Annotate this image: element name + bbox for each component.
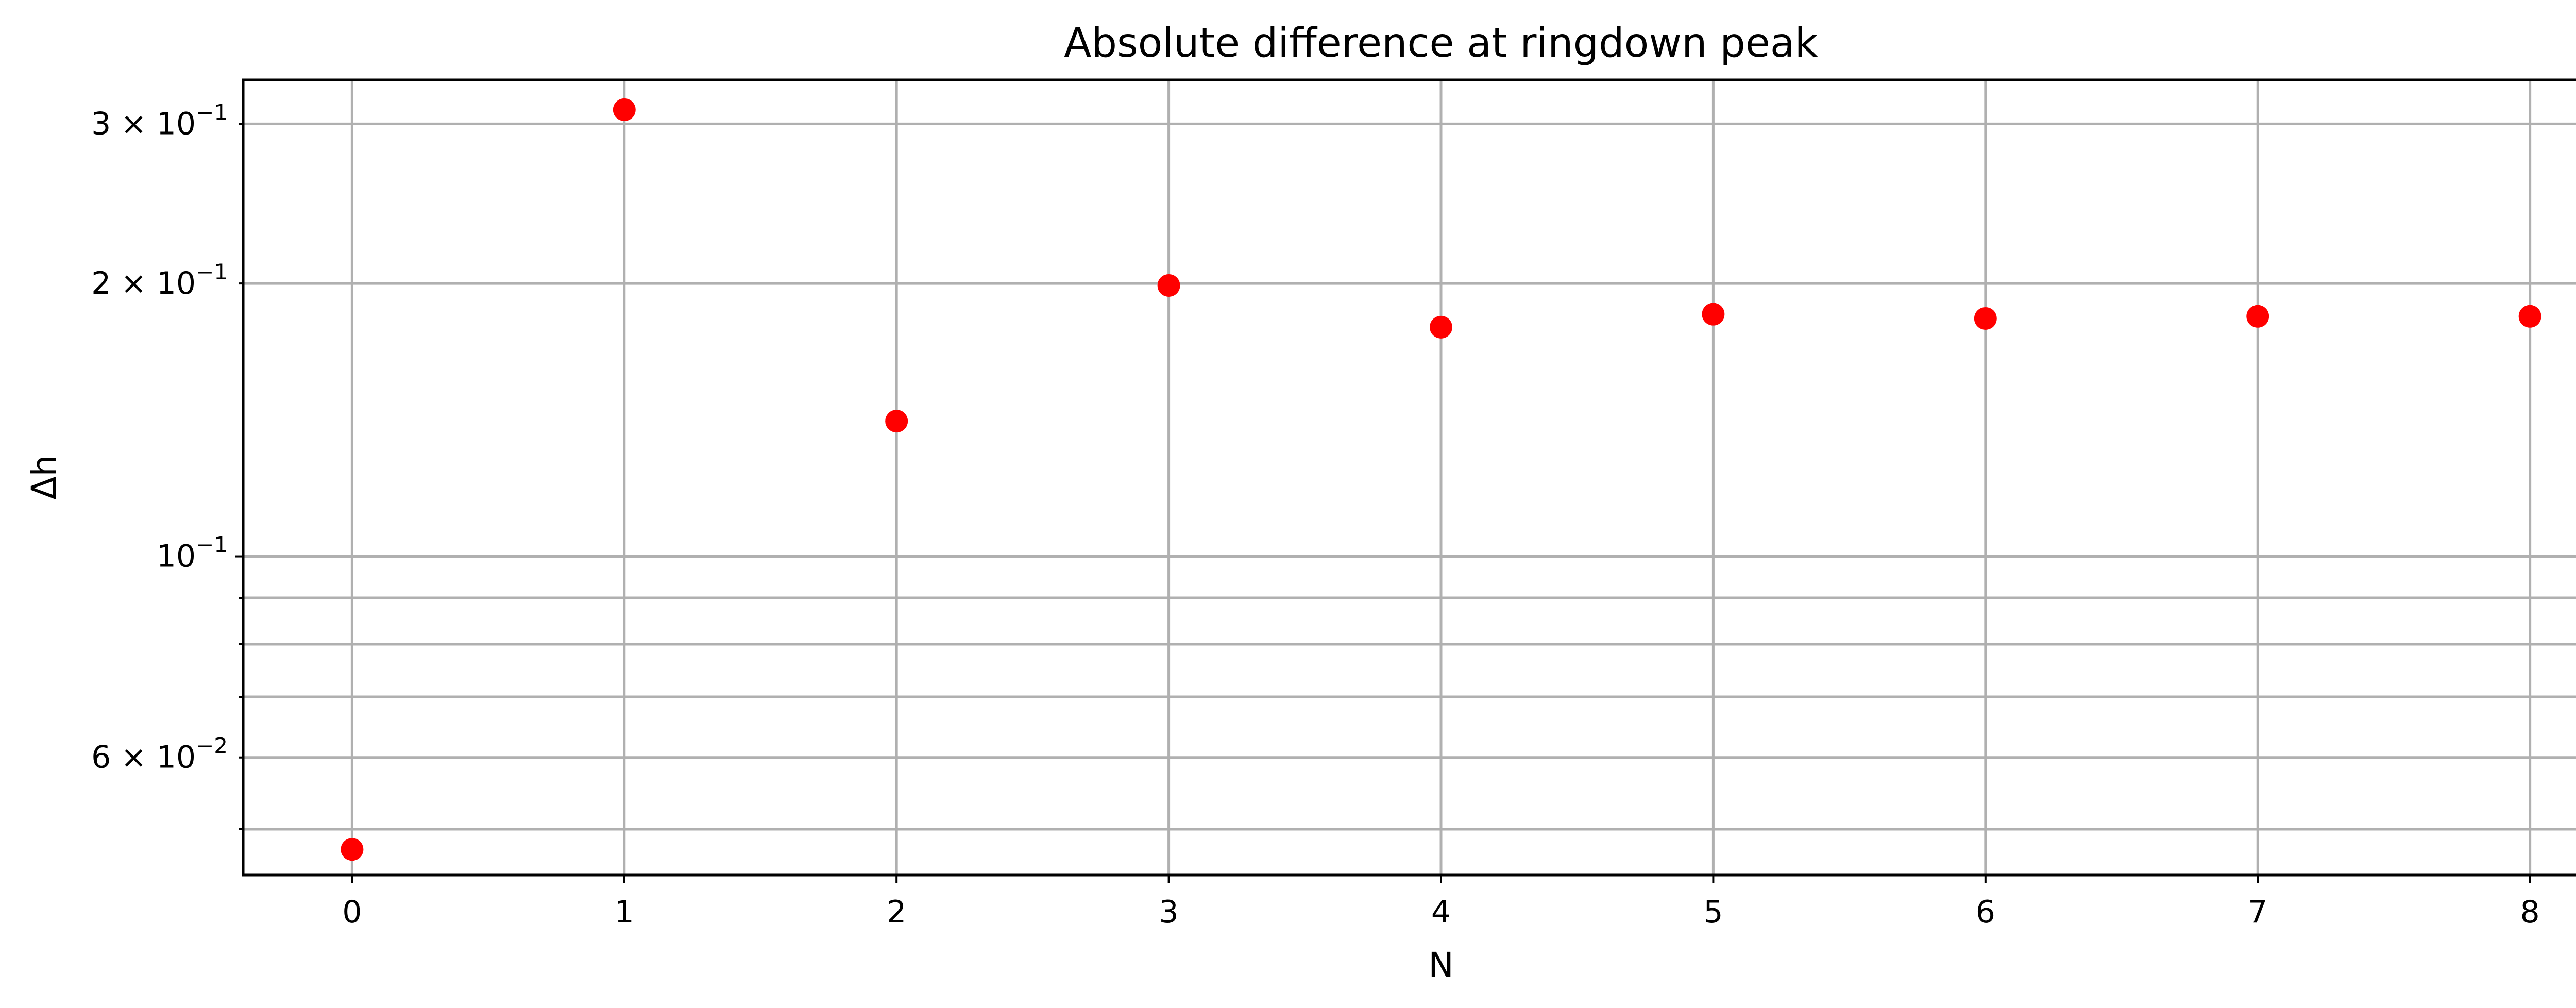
chart-title: Absolute difference at ringdown peak	[1064, 20, 1818, 66]
x-tick-label: 0	[342, 894, 362, 930]
x-tick-label: 3	[1159, 894, 1178, 930]
x-tick-label: 7	[2248, 894, 2267, 930]
x-tick-label: 4	[1431, 894, 1451, 930]
y-tick-label: 10−1	[157, 532, 228, 575]
data-point	[1702, 303, 1725, 326]
data-point	[341, 838, 364, 861]
data-point	[613, 98, 636, 121]
x-axis-label: N	[1428, 945, 1453, 985]
y-axis-label: Δh	[24, 455, 64, 500]
x-tick-label: 2	[887, 894, 906, 930]
tick-layer: 0 1 2 3 4 5 6 7 8 10−1 6 × 10−2 2 × 10−1 3 × 10−1	[91, 99, 2540, 930]
y-tick-label: 2 × 10−1	[91, 259, 228, 301]
plot-frame	[242, 78, 2576, 877]
data-point	[1157, 274, 1180, 297]
x-tick-label: 6	[1976, 894, 1995, 930]
y-tick-label: 3 × 10−1	[91, 99, 228, 142]
data-point	[1430, 315, 1452, 339]
data-point	[885, 410, 908, 433]
x-tick-label: 8	[2520, 894, 2540, 930]
y-tick-label: 6 × 10−2	[91, 733, 228, 776]
x-tick-label: 5	[1703, 894, 1723, 930]
data-point	[2518, 305, 2541, 328]
point-layer	[341, 98, 2541, 861]
data-point	[1974, 307, 1997, 330]
x-tick-label: 1	[615, 894, 634, 930]
grid-layer	[243, 80, 2576, 875]
data-point	[2246, 305, 2269, 328]
